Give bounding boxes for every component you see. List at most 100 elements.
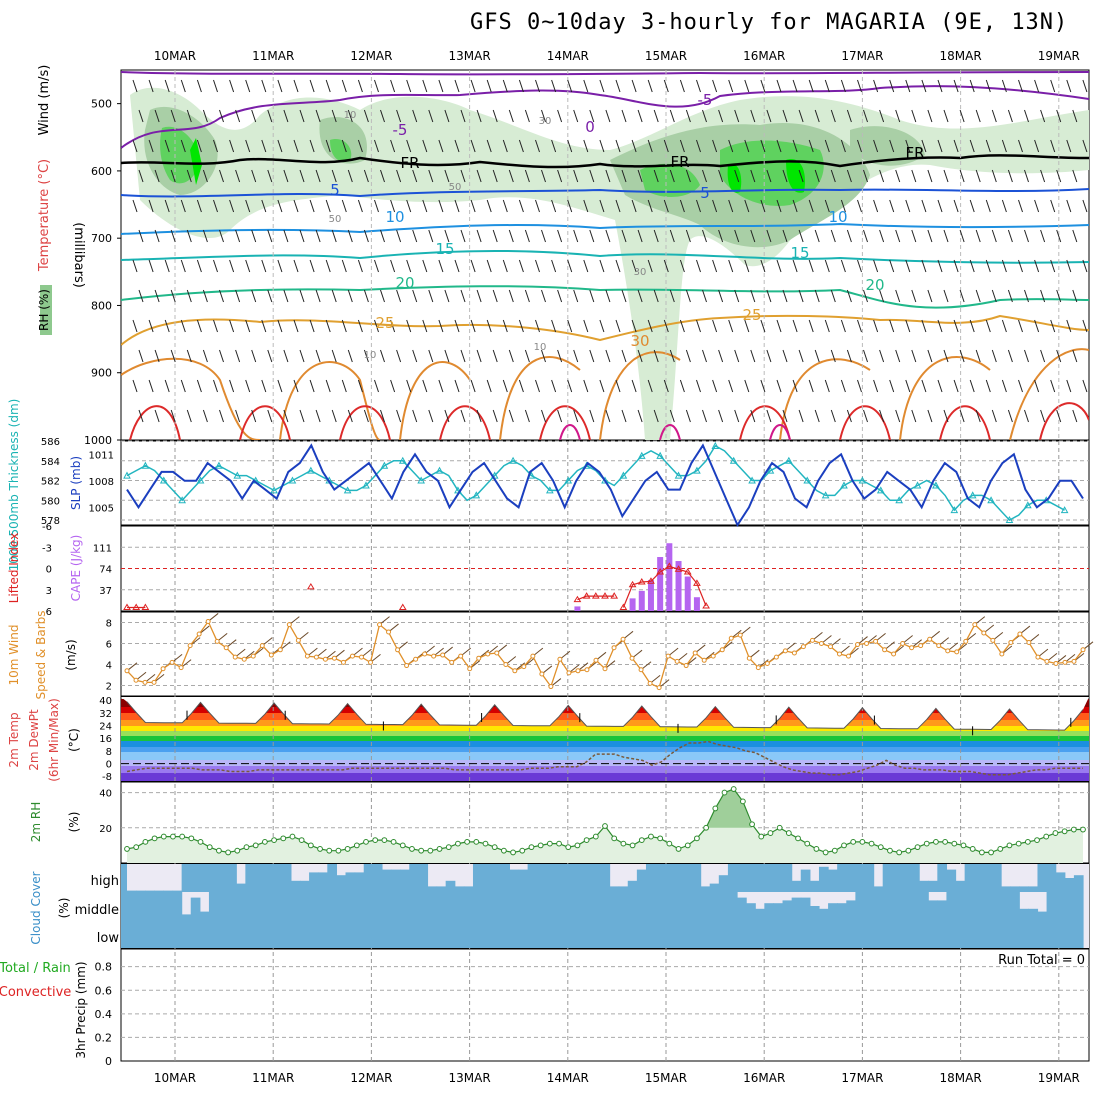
cloud-cell-middle — [864, 892, 875, 920]
wind-barb — [718, 169, 724, 183]
wind-barb — [969, 79, 975, 93]
temp-label: 2m Temp — [7, 712, 21, 767]
cloud-cell-middle — [436, 892, 447, 920]
wind-barb — [712, 139, 718, 153]
wind-point — [836, 651, 842, 657]
wind-barb — [454, 259, 460, 273]
cloud-cell-middle — [691, 892, 702, 920]
rh2m-point — [160, 833, 167, 840]
rh2m-point — [657, 835, 664, 842]
wind-barb — [895, 229, 901, 243]
cloud-cell-low — [318, 920, 328, 948]
cloud-cell-low — [837, 920, 847, 948]
wind-barb — [905, 79, 911, 93]
cloud-cell-high — [1055, 872, 1066, 892]
wind-barb — [293, 259, 299, 273]
wind-barb — [213, 199, 218, 213]
wind-barb — [235, 349, 241, 363]
wind-barb — [712, 79, 718, 93]
wind-point — [647, 680, 653, 686]
temp-tick-0: 0 — [106, 760, 112, 771]
cloud-cell-high — [618, 886, 629, 892]
cloud-cell-high — [718, 875, 729, 892]
wind-barb — [718, 349, 724, 363]
wind-barb — [557, 289, 563, 303]
wind-barb — [959, 229, 965, 243]
rh2m-point — [234, 847, 241, 854]
cloud-cell-low — [363, 920, 374, 948]
precip-label: 3hr Precip (mm) — [74, 961, 88, 1058]
wind-barb — [776, 259, 782, 273]
wind-barb — [573, 409, 579, 423]
wind-barb — [905, 139, 911, 153]
wind-barb — [331, 289, 337, 303]
wind-barb — [889, 199, 895, 213]
rh2m-point — [243, 844, 250, 851]
cloud-cell-middle — [427, 892, 438, 920]
cloud-cell-middle — [746, 903, 756, 920]
li-tick: -3 — [42, 543, 52, 554]
wind-barb — [1056, 229, 1062, 243]
slp-line — [126, 443, 1084, 528]
thickness-point — [435, 466, 444, 474]
wind-barb — [219, 349, 224, 363]
wind-barb — [1082, 259, 1088, 273]
wind-barb — [331, 409, 337, 423]
wind-barb — [347, 169, 353, 183]
wind-barb — [808, 199, 814, 213]
wind-barb — [599, 319, 605, 333]
cloud-cell-high — [837, 864, 847, 892]
wind-barb — [712, 319, 718, 333]
wind-barb — [567, 139, 573, 153]
wind-barb — [422, 199, 428, 213]
wind-barb — [663, 259, 669, 273]
wind-point — [1035, 654, 1041, 660]
wind-barb — [631, 379, 637, 393]
wind-barb — [728, 199, 734, 213]
cloud-cell-high — [554, 864, 565, 892]
rh2m-point — [666, 840, 673, 847]
cloud-cell-middle — [809, 906, 820, 920]
wind-point — [737, 632, 743, 638]
rh2m-tick-40: 40 — [99, 789, 112, 800]
wind-barb — [202, 289, 208, 303]
wind-barb — [567, 199, 573, 213]
wind-barb — [814, 409, 820, 423]
cloud-cell-middle — [900, 892, 911, 920]
wind-barb — [245, 79, 251, 93]
wind-barb — [444, 349, 450, 363]
rh2m-point — [813, 846, 820, 852]
cloud-cell-middle — [1073, 892, 1084, 920]
cloud-cell-middle — [937, 900, 948, 920]
cloud-cell-middle — [673, 892, 683, 920]
wind-barb — [621, 109, 627, 123]
wind-barb — [647, 319, 653, 333]
cape-tick-111: 111 — [93, 543, 112, 554]
wind-point — [656, 685, 662, 691]
cloud-cell-high — [472, 864, 483, 892]
wind-barb — [696, 379, 701, 393]
wind-barb — [363, 349, 369, 363]
wind-barb — [953, 319, 959, 333]
cloud-cell-high — [828, 869, 838, 892]
wind-barb — [551, 139, 557, 153]
wind-point — [322, 656, 328, 662]
wind-barb — [927, 349, 933, 363]
cloud-cell-middle — [509, 892, 520, 920]
cloud-cell-low — [136, 920, 146, 948]
wind-barb — [846, 289, 852, 303]
wind-barb — [154, 289, 160, 303]
cloud-cell-low — [1010, 920, 1020, 948]
wind-point — [124, 668, 130, 674]
rh2m-point — [363, 838, 369, 845]
wind-barb — [975, 109, 981, 123]
cloud-cell-high — [1010, 886, 1020, 892]
wind-barb — [985, 139, 991, 153]
cloud-cell-middle — [454, 892, 465, 920]
wind-barb — [148, 259, 154, 273]
isotherm-label: 20 — [865, 276, 884, 294]
cloud-cell-high — [955, 880, 966, 892]
cloud-cell-low — [154, 920, 165, 948]
rh2m-point — [1015, 840, 1022, 847]
